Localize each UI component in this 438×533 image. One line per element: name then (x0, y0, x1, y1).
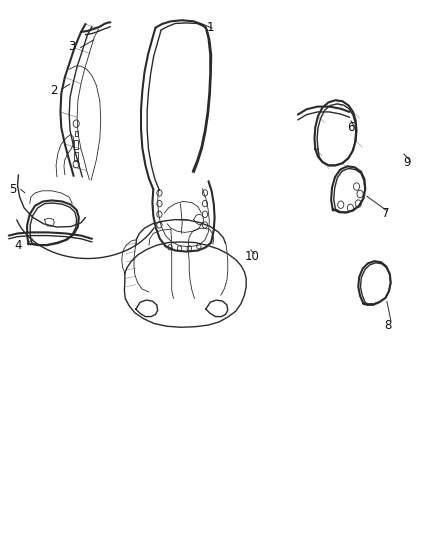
Text: 8: 8 (384, 319, 391, 332)
Text: 2: 2 (49, 84, 57, 97)
Text: 10: 10 (244, 251, 259, 263)
Text: 3: 3 (69, 41, 76, 53)
Text: 5: 5 (10, 183, 17, 196)
Text: 4: 4 (14, 239, 22, 252)
Text: 1: 1 (206, 21, 214, 34)
Text: 7: 7 (381, 207, 389, 220)
Text: 9: 9 (403, 156, 411, 169)
Text: 6: 6 (346, 122, 354, 134)
